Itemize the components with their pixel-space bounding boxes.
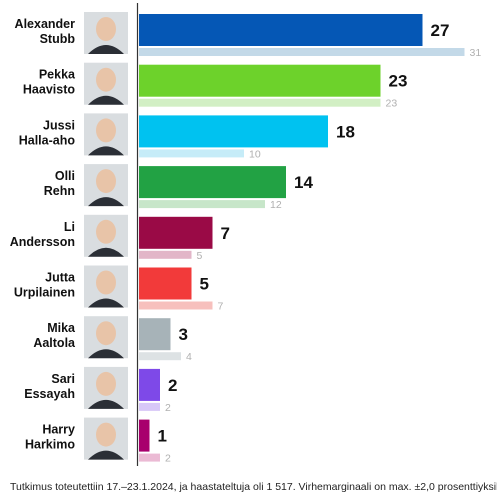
previous-value-label: 4 [186, 351, 192, 363]
photo-shoulders [88, 349, 124, 359]
previous-value-label: 2 [165, 402, 171, 414]
candidate-photo [84, 12, 128, 54]
photo-face [96, 219, 116, 244]
photo-shoulders [88, 298, 124, 308]
candidate-photo [84, 62, 128, 105]
current-bar [139, 166, 286, 199]
candidate-name: Haavisto [23, 83, 75, 97]
candidate-name: Jutta [45, 271, 76, 285]
previous-bar [139, 402, 160, 411]
candidate-name: Li [64, 220, 75, 234]
candidate-name: Stubb [40, 32, 76, 46]
current-bar [139, 115, 328, 148]
previous-bar [139, 98, 381, 107]
candidate-photo [84, 316, 128, 359]
photo-face [96, 270, 116, 295]
current-value-label: 5 [200, 275, 209, 294]
current-bar [139, 267, 192, 300]
photo-shoulders [88, 197, 124, 207]
previous-bar [139, 453, 160, 462]
candidate-photo [84, 214, 128, 257]
previous-bar [139, 301, 213, 310]
candidate-name: Essayah [24, 387, 75, 401]
current-value-label: 2 [168, 376, 177, 395]
previous-value-label: 5 [197, 250, 203, 262]
current-bar [139, 368, 160, 401]
previous-value-label: 12 [270, 199, 282, 211]
candidate-name: Harkimo [25, 438, 75, 452]
candidate-name: Sari [51, 372, 75, 386]
current-value-label: 14 [294, 173, 313, 192]
photo-face [96, 422, 116, 447]
current-bar [139, 419, 150, 452]
photo-shoulders [88, 146, 124, 156]
previous-bar [139, 250, 192, 259]
previous-value-label: 23 [386, 98, 398, 110]
current-value-label: 18 [336, 122, 355, 141]
candidate-photo [84, 164, 128, 207]
previous-bar [139, 149, 244, 158]
candidate-name: Alexander [15, 17, 76, 31]
photo-shoulders [88, 247, 124, 257]
current-bar [139, 318, 171, 351]
photo-face [96, 371, 116, 396]
current-bar [139, 216, 213, 249]
previous-value-label: 7 [218, 301, 224, 313]
photo-shoulders [88, 45, 124, 54]
candidate-name: Mika [47, 321, 76, 335]
photo-face [96, 321, 116, 346]
photo-shoulders [88, 95, 124, 105]
photo-face [96, 67, 116, 92]
candidate-name: Jussi [43, 118, 75, 132]
candidate-name: Andersson [10, 235, 75, 249]
current-value-label: 27 [431, 21, 450, 40]
photo-face [96, 118, 116, 143]
current-value-label: 7 [221, 224, 230, 243]
candidate-photo [84, 366, 128, 409]
current-value-label: 1 [158, 427, 167, 446]
candidate-name: Pekka [39, 68, 76, 82]
candidate-name: Rehn [44, 184, 75, 198]
current-value-label: 3 [179, 325, 188, 344]
candidate-name: Urpilainen [14, 286, 75, 300]
footnote: Tutkimus toteutettiin 17.–23.1.2024, ja … [10, 481, 497, 493]
candidate-name: Harry [42, 423, 75, 437]
current-value-label: 23 [389, 72, 408, 91]
previous-value-label: 31 [470, 47, 482, 59]
candidate-photo [84, 417, 128, 460]
candidate-name: Aaltola [33, 336, 76, 350]
candidate-photo [84, 265, 128, 308]
previous-bar [139, 48, 465, 56]
previous-value-label: 10 [249, 148, 261, 160]
previous-bar [139, 352, 181, 361]
candidate-name: Olli [55, 169, 75, 183]
current-bar [139, 64, 381, 97]
photo-face [96, 169, 116, 194]
previous-value-label: 2 [165, 453, 171, 465]
candidate-photo [84, 113, 128, 156]
previous-bar [139, 200, 265, 209]
candidate-name: Halla-aho [19, 133, 76, 147]
photo-shoulders [88, 450, 124, 460]
photo-face [96, 17, 116, 41]
current-bar [139, 14, 423, 46]
photo-shoulders [88, 399, 124, 409]
